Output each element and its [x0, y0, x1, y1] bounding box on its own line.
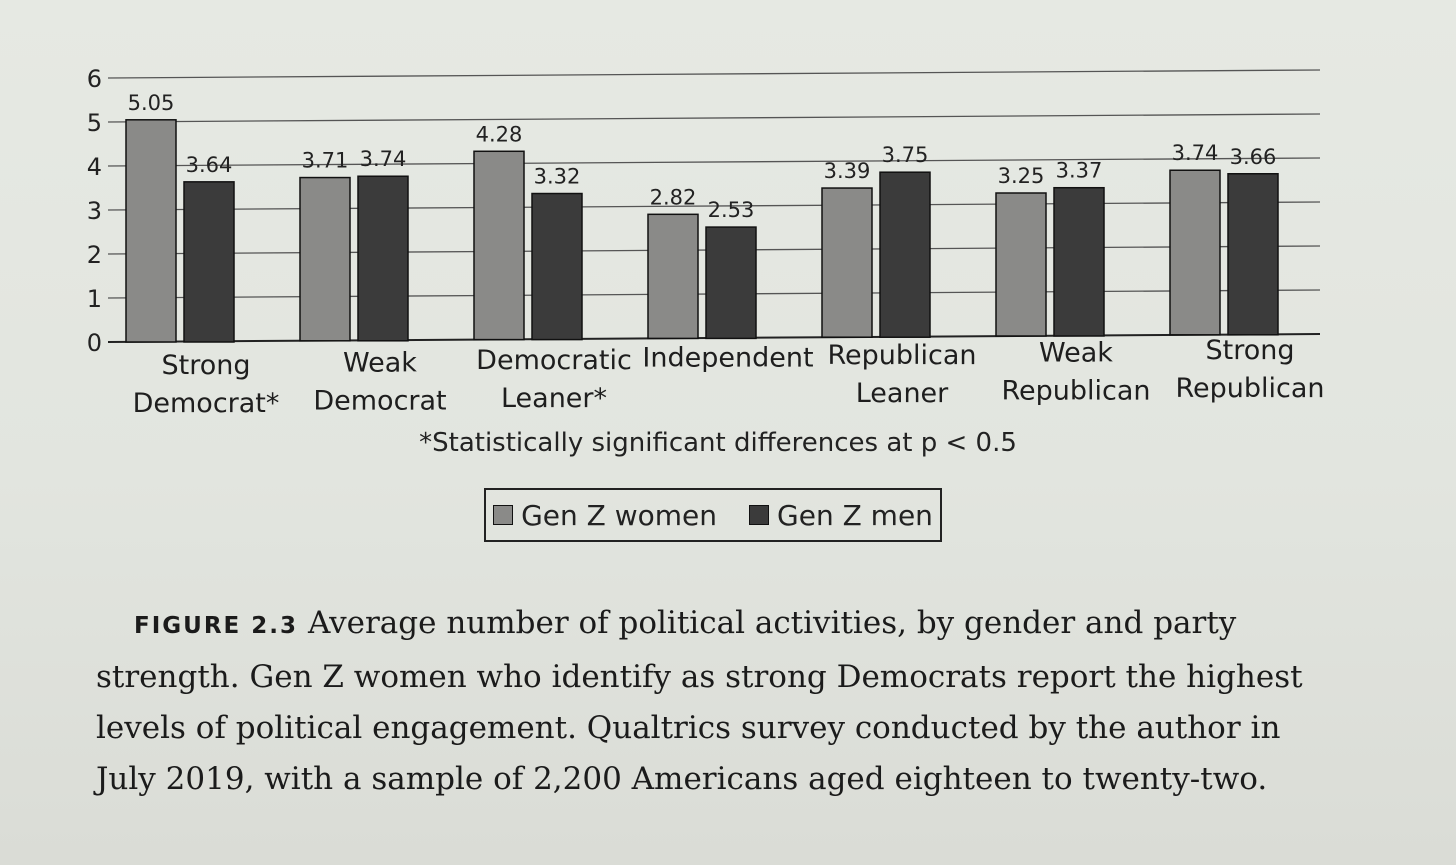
data-label-women-2: 4.28 — [476, 122, 523, 146]
data-label-men-2: 3.32 — [534, 165, 581, 189]
data-label-men-5: 3.37 — [1056, 159, 1103, 183]
legend-item-men: Gen Z men — [749, 499, 933, 532]
legend-item-women: Gen Z women — [493, 499, 717, 532]
y-tick-label-1: 1 — [87, 285, 102, 313]
bar-men-3 — [705, 226, 757, 340]
category-label-6-0: Strong — [1205, 335, 1294, 366]
bar-women-1 — [299, 176, 351, 342]
bar-men-4 — [879, 171, 931, 338]
category-label-5-0: Weak — [1039, 338, 1113, 369]
data-label-women-0: 5.05 — [128, 91, 175, 115]
category-label-6-1: Republican — [1175, 373, 1324, 404]
chart-footnote: *Statistically significant differences a… — [419, 428, 1017, 458]
y-tick-label-5: 5 — [87, 109, 102, 137]
data-label-women-1: 3.71 — [302, 149, 349, 173]
category-label-4-1: Leaner — [856, 378, 949, 409]
data-label-men-0: 3.64 — [186, 153, 233, 177]
legend-label-men: Gen Z men — [777, 498, 933, 532]
chart-legend: Gen Z women Gen Z men — [484, 488, 942, 542]
y-tick-label-6: 6 — [87, 65, 102, 93]
legend-swatch-women — [493, 505, 514, 525]
data-label-men-1: 3.74 — [360, 147, 407, 171]
data-label-women-4: 3.39 — [824, 159, 871, 183]
bar-chart: 0 1 2 3 4 5 6 5.05 3.71 4.28 2.82 3.39 3.25 3.74 3.64 3… — [87, 65, 1325, 419]
bar-women-4 — [821, 187, 873, 338]
bar-men-6 — [1227, 173, 1279, 336]
category-label-5-1: Republican — [1001, 376, 1150, 407]
category-label-3-0: Independent — [642, 343, 813, 374]
bar-women-5 — [995, 192, 1047, 337]
category-label-1-0: Weak — [343, 348, 417, 379]
figure-caption: FIGURE 2.3 Average number of political ac… — [96, 598, 1336, 805]
bar-women-0 — [125, 119, 177, 343]
gridline-4 — [107, 157, 1321, 167]
category-label-4-0: Republican — [827, 340, 976, 371]
bar-men-5 — [1053, 186, 1105, 337]
category-label-2-1: Leaner* — [501, 383, 607, 414]
data-label-men-4: 3.75 — [882, 143, 929, 167]
bar-men-0 — [183, 181, 235, 343]
category-label-0-0: Strong — [161, 350, 250, 381]
category-label-1-1: Democrat — [313, 386, 446, 417]
data-label-women-6: 3.74 — [1172, 141, 1219, 165]
bar-men-1 — [357, 175, 409, 342]
bar-women-3 — [647, 213, 699, 340]
category-label-2-0: Democratic — [476, 345, 632, 376]
bar-women-2 — [473, 150, 525, 341]
gridline-6 — [107, 69, 1321, 79]
bar-men-2 — [531, 192, 583, 341]
data-label-women-3: 2.82 — [650, 185, 697, 209]
y-tick-label-3: 3 — [87, 197, 102, 225]
y-tick-label-2: 2 — [87, 241, 102, 269]
bar-women-6 — [1169, 169, 1221, 336]
y-tick-label-0: 0 — [87, 329, 102, 357]
y-tick-label-4: 4 — [87, 153, 102, 181]
gridline-5 — [107, 113, 1321, 123]
data-label-men-3: 2.53 — [708, 198, 755, 222]
figure-caption-text: Average number of political activities, … — [96, 605, 1303, 797]
category-label-0-1: Democrat* — [133, 388, 280, 419]
data-label-women-5: 3.25 — [998, 164, 1045, 188]
data-label-men-6: 3.66 — [1230, 145, 1277, 169]
figure-label: FIGURE 2.3 — [134, 613, 298, 639]
legend-label-women: Gen Z women — [521, 498, 718, 532]
legend-swatch-men — [749, 505, 770, 525]
